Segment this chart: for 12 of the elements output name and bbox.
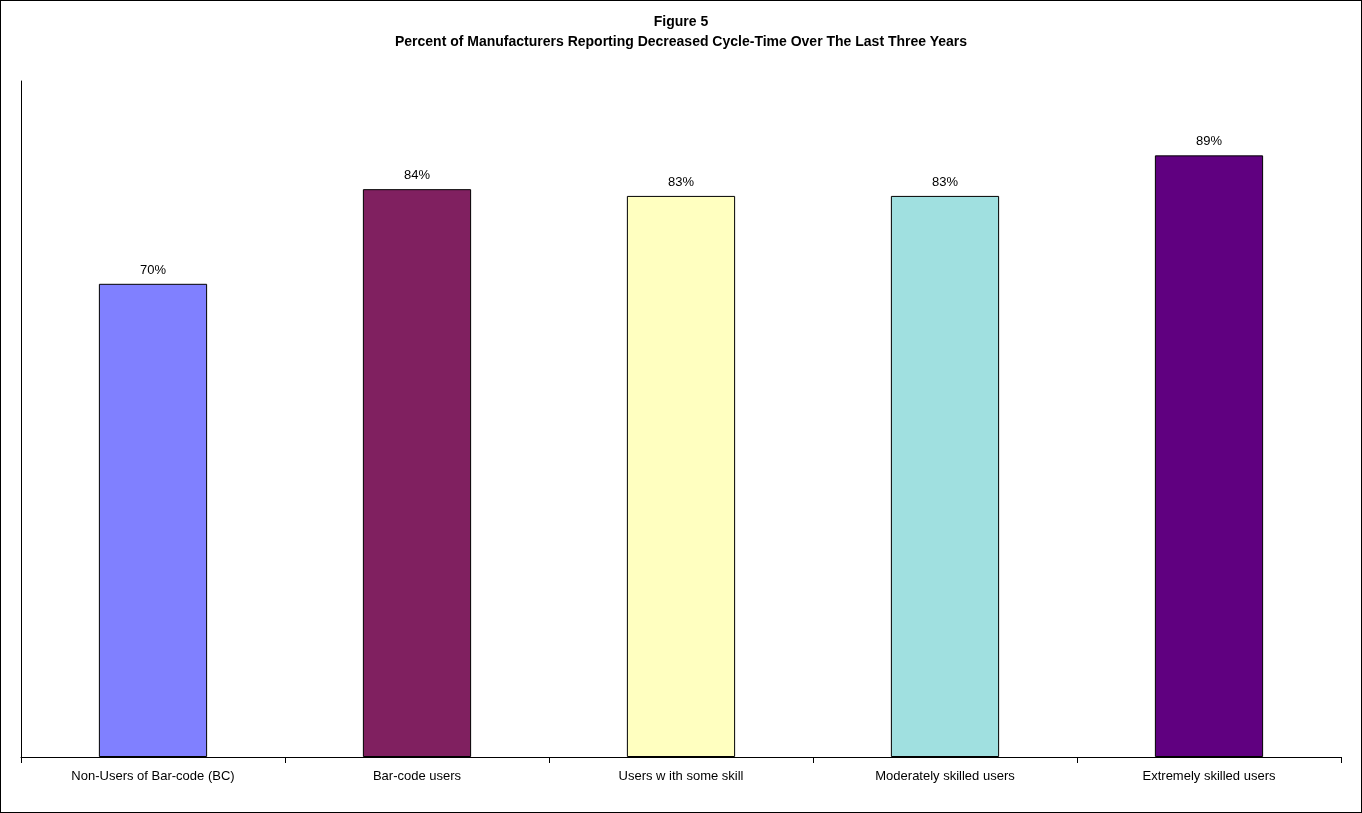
data-label: 89% bbox=[1195, 133, 1223, 149]
data-label: 70% bbox=[139, 261, 167, 277]
x-tick-label: Moderately skilled users bbox=[875, 768, 1016, 783]
data-label: 84% bbox=[403, 167, 431, 183]
data-label: 83% bbox=[931, 173, 959, 189]
x-tick-label: Users w ith some skill bbox=[618, 768, 744, 783]
x-tick-label: Bar-code users bbox=[372, 768, 462, 783]
x-tick-label: Extremely skilled users bbox=[1142, 768, 1276, 783]
data-label: 83% bbox=[667, 173, 695, 189]
chart-title: Figure 5 bbox=[653, 13, 709, 29]
chart-subtitle: Percent of Manufacturers Reporting Decreased Cycle-Time Over The Last Three Years bbox=[394, 33, 968, 49]
x-tick-label: Non-Users of Bar-code (BC) bbox=[71, 768, 235, 783]
